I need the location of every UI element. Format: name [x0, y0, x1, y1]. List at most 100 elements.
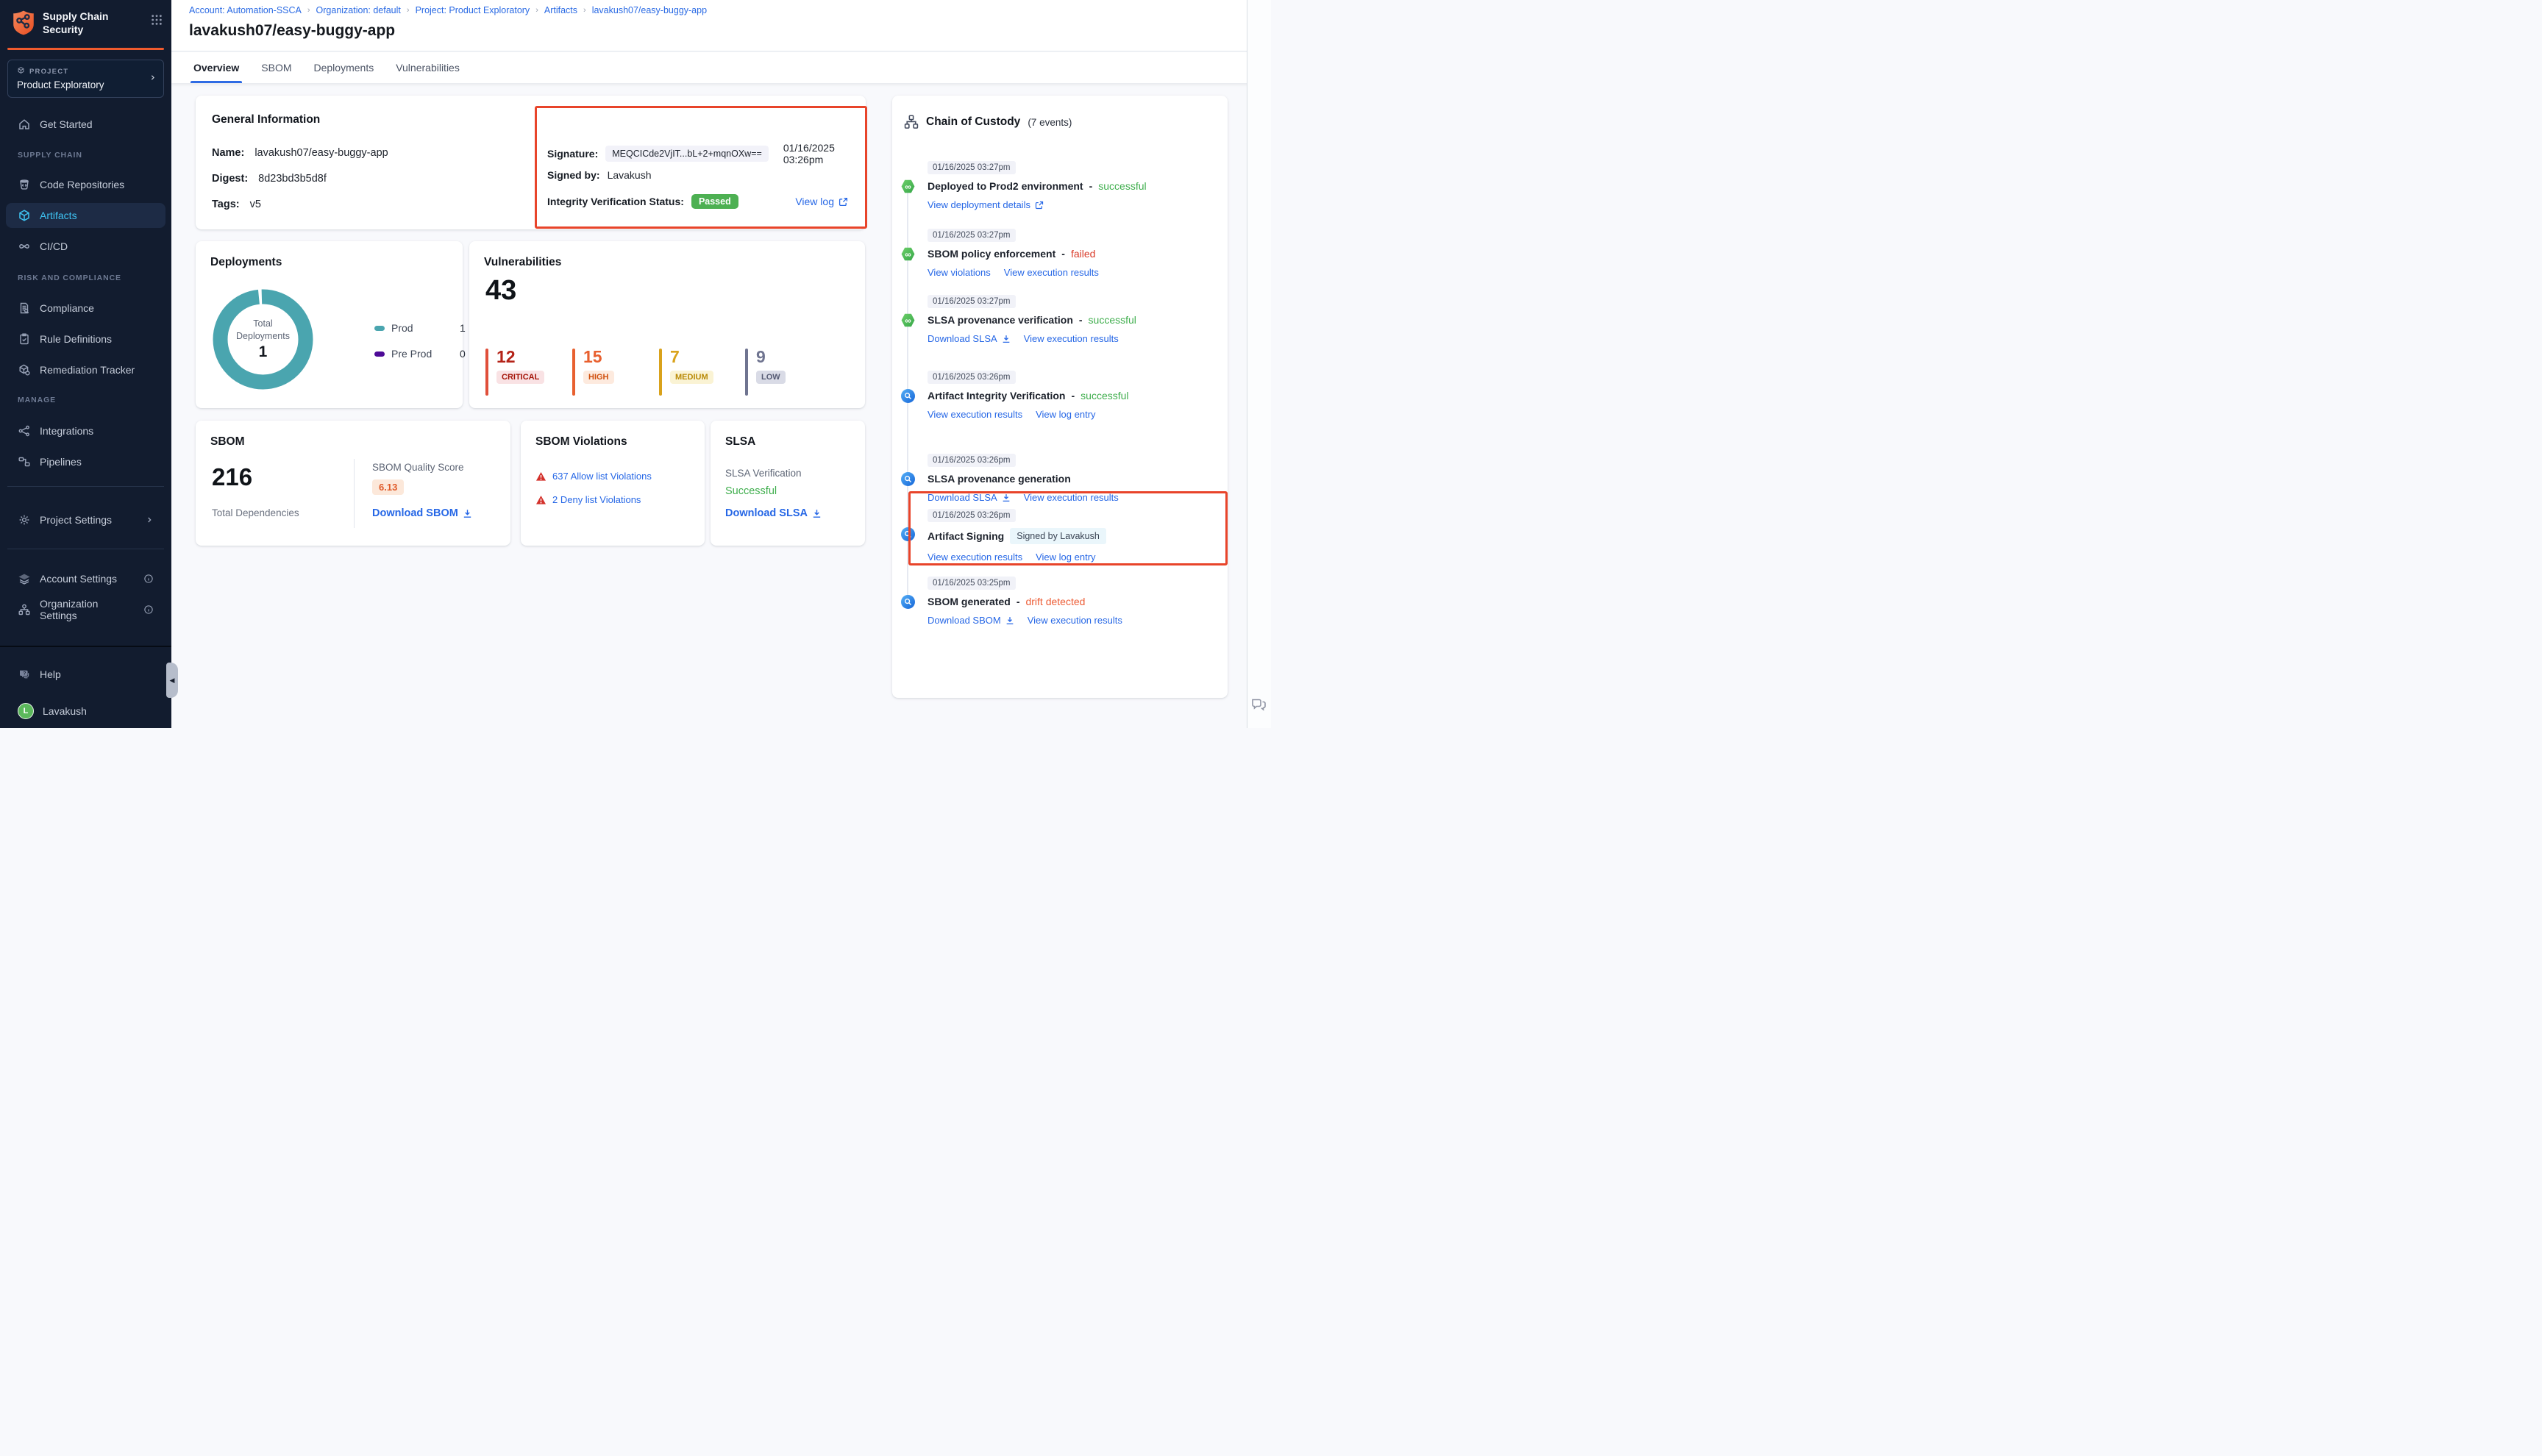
signed-by-badge: Signed by Lavakush: [1010, 528, 1106, 544]
view-execution-results-link[interactable]: View execution results: [928, 552, 1023, 563]
view-execution-results-link[interactable]: View execution results: [1003, 267, 1099, 278]
sidebar-item-label: Artifacts: [40, 210, 77, 221]
severity-medium: 7 MEDIUM: [659, 349, 713, 396]
sidebar-item-label: CI/CD: [40, 240, 68, 252]
sidebar-item-integrations[interactable]: Integrations: [6, 418, 165, 443]
brand: Supply Chain Security: [0, 0, 171, 46]
tab-sbom[interactable]: SBOM: [261, 52, 291, 83]
tab-deployments[interactable]: Deployments: [314, 52, 374, 83]
view-violations-link[interactable]: View violations: [928, 267, 991, 278]
signed-by-label: Signed by:: [547, 169, 600, 181]
view-deployment-details-link[interactable]: View deployment details: [928, 199, 1044, 210]
sidebar-item-remediation-tracker[interactable]: Remediation Tracker: [6, 357, 165, 382]
severity-bar: [659, 349, 662, 396]
document-search-icon: [18, 301, 31, 315]
sidebar-item-user[interactable]: L Lavakush: [6, 699, 165, 724]
view-log-link[interactable]: View log: [795, 196, 848, 207]
sidebar-item-label: Integrations: [40, 425, 94, 437]
sidebar-item-pipelines[interactable]: Pipelines: [6, 449, 165, 474]
chain-of-custody-header: Chain of Custody (7 events): [904, 115, 1072, 129]
signature-timestamp: 01/16/2025 03:26pm: [783, 142, 835, 165]
breadcrumb-artifact-name[interactable]: lavakush07/easy-buggy-app: [591, 5, 708, 15]
pipeline-icon: ∞: [901, 247, 915, 261]
breadcrumb-account[interactable]: Account: Automation-SSCA: [189, 5, 302, 15]
legend-label: Pre Prod: [391, 348, 432, 360]
event-timestamp: 01/16/2025 03:26pm: [928, 509, 1016, 522]
view-execution-results-link[interactable]: View execution results: [1023, 333, 1119, 344]
card-title: Deployments: [210, 256, 282, 268]
link-label: Download SLSA: [928, 492, 997, 503]
tab-overview[interactable]: Overview: [191, 52, 243, 83]
view-execution-results-link[interactable]: View execution results: [928, 409, 1023, 420]
page-title: lavakush07/easy-buggy-app: [189, 22, 396, 39]
download-slsa-label: Download SLSA: [725, 507, 808, 519]
sidebar-item-get-started[interactable]: Get Started: [6, 112, 165, 137]
view-log-entry-link[interactable]: View log entry: [1036, 409, 1096, 420]
event-title: SBOM policy enforcement: [928, 248, 1056, 260]
sidebar-item-account-settings[interactable]: Account Settings: [6, 566, 165, 591]
code-repository-icon: [18, 178, 31, 191]
app-screen: Supply Chain Security PROJECT Product: [0, 0, 1271, 728]
sbom-card: SBOM 216 Total Dependencies SBOM Quality…: [196, 421, 510, 546]
view-execution-results-link[interactable]: View execution results: [1027, 615, 1122, 626]
tab-vulnerabilities[interactable]: Vulnerabilities: [396, 52, 460, 83]
download-sbom-link[interactable]: Download SBOM: [928, 615, 1014, 626]
project-cube-icon: [17, 66, 25, 76]
sidebar-item-label: Project Settings: [40, 514, 113, 526]
sbom-quality-label: SBOM Quality Score: [372, 462, 464, 473]
event-separator: -: [1089, 180, 1093, 192]
deny-list-violations-link[interactable]: 2 Deny list Violations: [552, 494, 641, 505]
project-selector[interactable]: PROJECT Product Exploratory: [7, 60, 164, 98]
download-slsa-link[interactable]: Download SLSA: [928, 333, 1011, 344]
sidebar-item-help[interactable]: ? Help: [6, 662, 165, 687]
info-icon[interactable]: [143, 574, 154, 584]
sidebar-item-compliance[interactable]: Compliance: [6, 296, 165, 321]
brand-accent-rule: [7, 48, 164, 50]
scrollbar-track[interactable]: [1247, 0, 1271, 728]
breadcrumb-organization[interactable]: Organization: default: [316, 5, 401, 15]
legend-item-pre-prod: Pre Prod 0: [374, 348, 466, 360]
sidebar-item-label: Organization Settings: [40, 598, 99, 621]
allow-list-violations-link[interactable]: 637 Allow list Violations: [552, 471, 652, 482]
signature-value[interactable]: MEQCICde2VjIT...bL+2+mqnOXw==: [605, 146, 769, 162]
sidebar-item-organization-settings[interactable]: Organization Settings: [6, 597, 165, 622]
sbom-quality-score: 6.13: [372, 479, 405, 495]
severity-count: 9: [756, 347, 766, 366]
download-icon: [1003, 335, 1010, 343]
sidebar-item-artifacts[interactable]: Artifacts: [6, 203, 165, 228]
home-icon: [18, 118, 31, 131]
topbar: Account: Automation-SSCA › Organization:…: [171, 0, 1271, 51]
download-slsa-link[interactable]: Download SLSA: [928, 492, 1011, 503]
sidebar-item-cicd[interactable]: CI/CD: [6, 234, 165, 259]
sidebar-collapse-handle[interactable]: ◀: [166, 663, 178, 698]
chat-help-icon[interactable]: [1250, 695, 1267, 716]
scan-icon: [901, 472, 915, 486]
warning-icon: [536, 471, 546, 481]
view-log-entry-link[interactable]: View log entry: [1036, 552, 1096, 563]
info-icon[interactable]: [143, 604, 154, 615]
legend-item-prod: Prod 1: [374, 322, 466, 334]
prod-swatch: [374, 325, 385, 331]
event-title: SBOM generated: [928, 596, 1011, 607]
download-sbom-link[interactable]: Download SBOM: [372, 507, 472, 519]
integrity-label: Integrity Verification Status:: [547, 196, 684, 207]
sidebar-item-code-repositories[interactable]: Code Repositories: [6, 172, 165, 197]
signed-by-row: Signed by: Lavakush: [547, 169, 848, 181]
sidebar-item-rule-definitions[interactable]: Rule Definitions: [6, 326, 165, 351]
sidebar-divider: [7, 486, 164, 487]
digest-row: Digest: 8d23bd3b5d8f: [212, 173, 327, 185]
app-grid-icon[interactable]: [151, 14, 163, 29]
user-name: Lavakush: [43, 705, 87, 717]
sidebar-item-label: Help: [40, 668, 61, 680]
download-slsa-link[interactable]: Download SLSA: [725, 507, 822, 519]
view-execution-results-link[interactable]: View execution results: [1023, 492, 1119, 503]
chevron-right-icon: [145, 515, 154, 524]
sidebar: Supply Chain Security PROJECT Product: [0, 0, 171, 728]
breadcrumb: Account: Automation-SSCA › Organization:…: [189, 5, 707, 15]
sidebar-item-project-settings[interactable]: Project Settings: [6, 507, 165, 532]
card-title: SBOM Violations: [535, 435, 627, 448]
severity-badge: LOW: [756, 371, 786, 384]
sidebar-item-label: Compliance: [40, 302, 94, 314]
breadcrumb-artifacts[interactable]: Artifacts: [544, 5, 578, 15]
breadcrumb-project[interactable]: Project: Product Exploratory: [415, 5, 530, 15]
